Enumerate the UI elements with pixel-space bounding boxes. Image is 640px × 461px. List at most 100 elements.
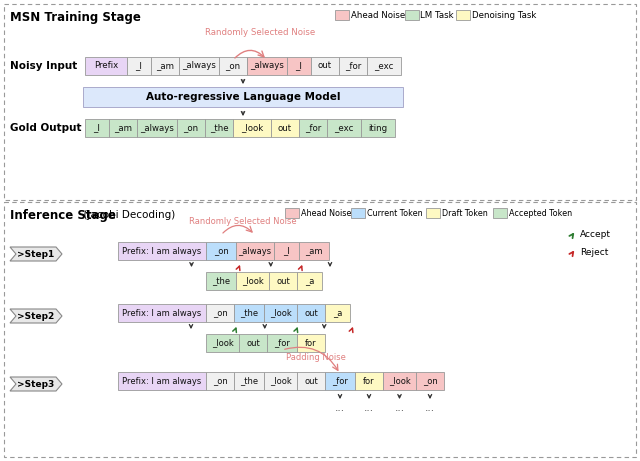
Text: Draft Token: Draft Token <box>442 208 488 218</box>
Text: _look: _look <box>212 338 234 348</box>
Text: Auto-regressive Language Model: Auto-regressive Language Model <box>146 92 340 102</box>
FancyBboxPatch shape <box>219 57 247 75</box>
Text: _for: _for <box>305 124 321 132</box>
Text: for: for <box>363 377 375 385</box>
Text: Gold Output: Gold Output <box>10 123 81 133</box>
Text: _the: _the <box>210 124 228 132</box>
FancyBboxPatch shape <box>109 119 137 137</box>
FancyBboxPatch shape <box>177 119 205 137</box>
Polygon shape <box>10 309 62 323</box>
FancyBboxPatch shape <box>426 208 440 218</box>
Text: Randomly Selected Noise: Randomly Selected Noise <box>205 28 315 37</box>
Text: out: out <box>276 277 290 285</box>
FancyBboxPatch shape <box>236 242 274 260</box>
FancyBboxPatch shape <box>335 10 349 20</box>
FancyBboxPatch shape <box>367 57 401 75</box>
Text: out: out <box>318 61 332 71</box>
FancyBboxPatch shape <box>118 304 206 322</box>
FancyBboxPatch shape <box>299 119 327 137</box>
Text: Randomly Selected Noise: Randomly Selected Noise <box>189 217 297 226</box>
FancyBboxPatch shape <box>297 304 325 322</box>
FancyBboxPatch shape <box>493 208 506 218</box>
Text: ...: ... <box>425 403 435 413</box>
FancyBboxPatch shape <box>239 334 267 352</box>
Text: _on: _on <box>422 377 437 385</box>
Text: _I: _I <box>93 124 100 132</box>
Text: _look: _look <box>242 277 264 285</box>
Text: (Jacobi Decoding): (Jacobi Decoding) <box>77 210 175 220</box>
Text: _always: _always <box>182 61 216 71</box>
Text: for: for <box>305 338 317 348</box>
Text: out: out <box>246 338 260 348</box>
FancyBboxPatch shape <box>311 57 339 75</box>
FancyBboxPatch shape <box>287 57 311 75</box>
Text: _on: _on <box>184 124 198 132</box>
FancyBboxPatch shape <box>264 304 297 322</box>
FancyBboxPatch shape <box>274 242 299 260</box>
Text: _I: _I <box>136 61 143 71</box>
Text: _always: _always <box>140 124 174 132</box>
FancyBboxPatch shape <box>206 372 234 390</box>
FancyBboxPatch shape <box>85 57 127 75</box>
Text: Inference Stage: Inference Stage <box>10 208 116 221</box>
Text: _on: _on <box>212 377 227 385</box>
FancyBboxPatch shape <box>297 372 325 390</box>
Text: MSN Training Stage: MSN Training Stage <box>10 11 141 24</box>
Text: _for: _for <box>332 377 348 385</box>
FancyBboxPatch shape <box>339 57 367 75</box>
Text: _look: _look <box>269 377 291 385</box>
Text: Accept: Accept <box>580 230 611 238</box>
FancyBboxPatch shape <box>206 242 236 260</box>
Polygon shape <box>10 247 62 261</box>
FancyBboxPatch shape <box>236 272 269 290</box>
FancyBboxPatch shape <box>206 334 239 352</box>
Text: _am: _am <box>156 61 174 71</box>
FancyBboxPatch shape <box>404 10 419 20</box>
FancyBboxPatch shape <box>297 272 322 290</box>
Text: _I: _I <box>283 247 290 255</box>
FancyBboxPatch shape <box>234 304 264 322</box>
Text: _on: _on <box>212 308 227 318</box>
FancyBboxPatch shape <box>297 334 325 352</box>
Text: out: out <box>304 308 318 318</box>
FancyBboxPatch shape <box>118 242 206 260</box>
FancyBboxPatch shape <box>151 57 179 75</box>
FancyBboxPatch shape <box>205 119 233 137</box>
Text: LM Task: LM Task <box>420 11 454 19</box>
Text: Prefix: I am always: Prefix: I am always <box>122 377 202 385</box>
Text: ...: ... <box>394 403 404 413</box>
FancyBboxPatch shape <box>285 208 299 218</box>
Polygon shape <box>10 377 62 391</box>
Text: Accepted Token: Accepted Token <box>509 208 572 218</box>
FancyBboxPatch shape <box>206 272 236 290</box>
Text: _the: _the <box>212 277 230 285</box>
Text: _look: _look <box>241 124 263 132</box>
FancyBboxPatch shape <box>264 372 297 390</box>
FancyBboxPatch shape <box>327 119 361 137</box>
Text: Ahead Noise: Ahead Noise <box>351 11 405 19</box>
FancyBboxPatch shape <box>206 304 234 322</box>
FancyBboxPatch shape <box>267 334 297 352</box>
FancyBboxPatch shape <box>361 119 395 137</box>
Text: _always: _always <box>250 61 284 71</box>
Text: out: out <box>278 124 292 132</box>
Text: Prefix: Prefix <box>94 61 118 71</box>
FancyBboxPatch shape <box>118 372 206 390</box>
FancyBboxPatch shape <box>456 10 470 20</box>
FancyBboxPatch shape <box>271 119 299 137</box>
FancyBboxPatch shape <box>383 372 416 390</box>
FancyBboxPatch shape <box>416 372 444 390</box>
Text: _on: _on <box>225 61 241 71</box>
FancyBboxPatch shape <box>325 372 355 390</box>
Text: _for: _for <box>345 61 361 71</box>
Text: out: out <box>304 377 318 385</box>
FancyBboxPatch shape <box>269 272 297 290</box>
Text: _exc: _exc <box>374 61 394 71</box>
FancyBboxPatch shape <box>137 119 177 137</box>
Text: _look: _look <box>269 308 291 318</box>
Text: _the: _the <box>240 377 258 385</box>
Text: _am: _am <box>114 124 132 132</box>
FancyBboxPatch shape <box>351 208 365 218</box>
Text: _for: _for <box>274 338 290 348</box>
Text: _always: _always <box>239 247 271 255</box>
